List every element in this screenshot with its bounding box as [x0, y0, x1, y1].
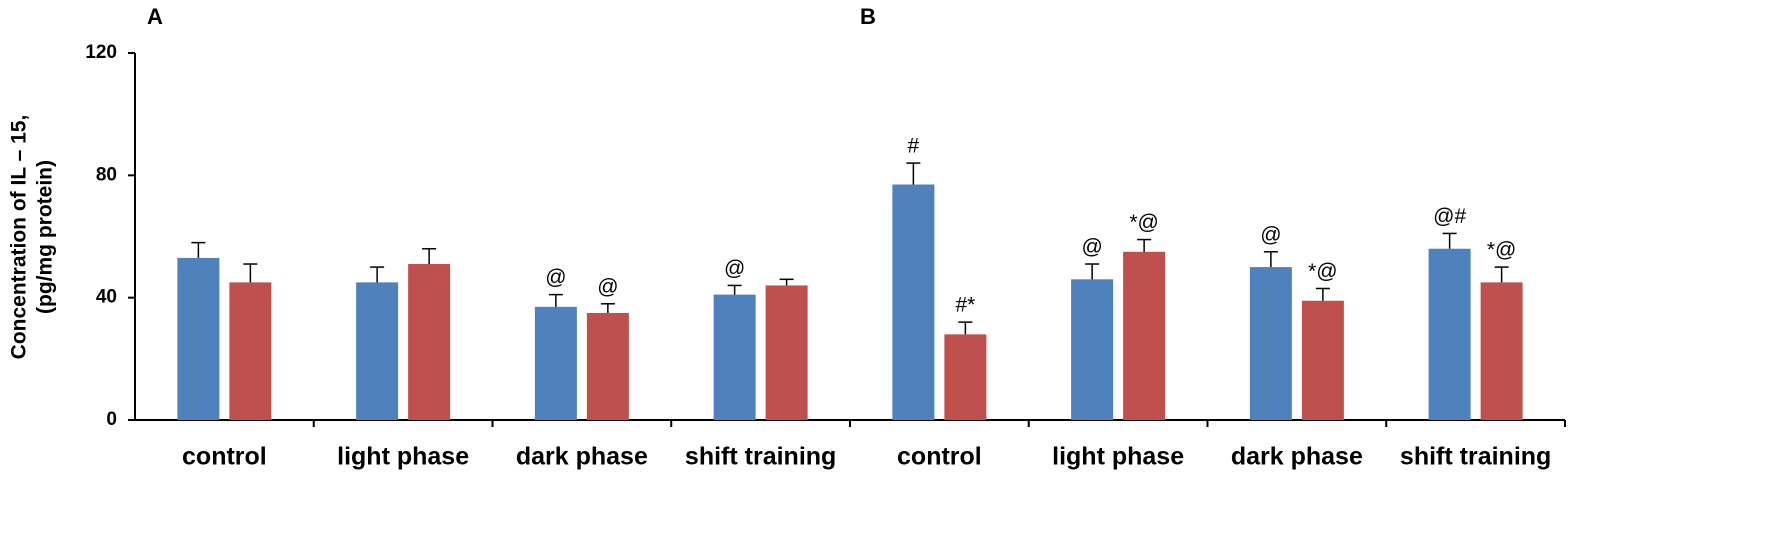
y-tick-label: 0 — [106, 409, 117, 430]
bar — [1249, 267, 1292, 420]
bar — [1071, 279, 1114, 420]
y-tick-label: 40 — [96, 287, 117, 308]
bar — [1480, 282, 1523, 420]
y-axis-title-line: Concentration of IL – 15, — [8, 115, 31, 360]
x-tick-label: light phase — [337, 443, 469, 471]
annotation: @ — [545, 266, 566, 289]
x-tick-label: dark phase — [516, 443, 648, 471]
bar — [944, 334, 987, 420]
annotation: @# — [1433, 205, 1466, 228]
annotation: @ — [1081, 236, 1102, 259]
bar — [1123, 251, 1166, 420]
panel-label: B — [860, 4, 876, 29]
annotation: @ — [1260, 223, 1281, 246]
bar — [765, 285, 808, 420]
annotation: #* — [955, 294, 975, 317]
panel-label: A — [147, 4, 163, 29]
annotation: @ — [724, 257, 745, 280]
bar — [713, 294, 756, 420]
bar — [1428, 248, 1471, 420]
y-tick-label: 80 — [96, 164, 117, 185]
x-tick-label: shift training — [685, 443, 836, 471]
bar — [408, 264, 451, 420]
annotation: *@ — [1129, 211, 1159, 234]
y-axis-title: Concentration of IL – 15, (pg/mg protein… — [8, 115, 57, 360]
annotation: *@ — [1487, 239, 1517, 262]
bar — [229, 282, 272, 420]
x-tick-label: light phase — [1052, 443, 1184, 471]
bar — [356, 282, 399, 420]
annotation: @ — [597, 275, 618, 298]
bar — [1301, 300, 1344, 420]
x-tick-label: control — [182, 443, 267, 471]
bar — [586, 312, 629, 420]
bar — [892, 184, 935, 420]
y-tick-label: 120 — [85, 42, 117, 63]
x-tick-label: dark phase — [1231, 443, 1363, 471]
bar — [534, 306, 577, 420]
annotation: *@ — [1308, 260, 1338, 283]
x-tick-label: shift training — [1400, 443, 1551, 471]
x-tick-label: control — [897, 443, 982, 471]
y-axis-title-line: (pg/mg protein) — [34, 160, 57, 314]
bar — [177, 257, 220, 420]
annotation: # — [908, 135, 920, 158]
